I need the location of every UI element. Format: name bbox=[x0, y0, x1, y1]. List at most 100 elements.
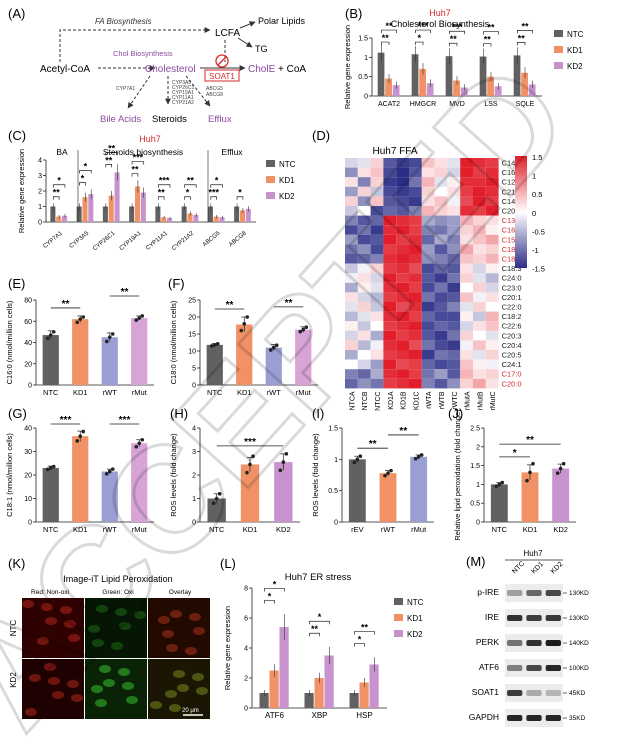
x-tick-label: NTC bbox=[209, 525, 225, 534]
bar bbox=[42, 335, 59, 385]
legend-label: KD2 bbox=[407, 630, 423, 639]
blot-band bbox=[545, 615, 561, 621]
cell-blob bbox=[158, 616, 170, 624]
heatmap-cell bbox=[383, 177, 397, 187]
heatmap-cell bbox=[447, 273, 461, 283]
heatmap-cell bbox=[473, 225, 486, 235]
data-point bbox=[558, 466, 563, 471]
heatmap-cell bbox=[370, 177, 384, 187]
heatmap-cell bbox=[447, 206, 461, 216]
microscopy-grid bbox=[22, 598, 210, 719]
heatmap-cell bbox=[396, 167, 409, 178]
abc-gene: ABCG5 bbox=[206, 86, 223, 92]
heatmap-cell bbox=[485, 254, 499, 264]
cell-blob bbox=[52, 691, 64, 699]
data-point bbox=[75, 439, 80, 443]
heatmap-cell bbox=[357, 311, 371, 322]
polar-lipids-label: Polar Lipids bbox=[258, 16, 306, 26]
data-point bbox=[245, 315, 250, 319]
heatmap-row-label: C20:2 bbox=[502, 207, 522, 216]
cell-blob bbox=[119, 622, 131, 630]
y-tick-label: 0 bbox=[364, 94, 368, 101]
data-point bbox=[107, 469, 112, 474]
bar bbox=[72, 319, 89, 385]
heatmap-cell bbox=[434, 234, 448, 245]
heatmap-cell bbox=[434, 340, 448, 350]
kd-marker: 45KD bbox=[569, 690, 586, 697]
heatmap-cell bbox=[370, 186, 384, 197]
heatmap-cell bbox=[460, 206, 473, 216]
heatmap-cell bbox=[409, 359, 422, 370]
heatmap-cell bbox=[396, 330, 409, 341]
blot-band bbox=[526, 640, 542, 646]
cell-blob bbox=[166, 644, 178, 652]
cell-blob bbox=[170, 610, 182, 618]
x-tick-label: XBP bbox=[311, 711, 327, 720]
heatmap-row-label: C18:0 bbox=[502, 245, 522, 254]
sig-marker: * bbox=[57, 176, 61, 186]
heatmap-cell bbox=[357, 225, 371, 235]
heatmap-cell bbox=[383, 206, 397, 216]
group-label: Efflux bbox=[221, 147, 243, 157]
cell-blob bbox=[64, 620, 76, 628]
heatmap-color-scale bbox=[515, 156, 527, 268]
heatmap-cell bbox=[434, 302, 448, 312]
sig-marker: * bbox=[417, 33, 421, 43]
heatmap-cell bbox=[409, 378, 422, 389]
heatmap-cell bbox=[345, 350, 358, 360]
heatmap-row-label: C20:4 bbox=[502, 341, 522, 350]
heatmap-cell bbox=[370, 196, 384, 206]
blot-band bbox=[545, 590, 561, 596]
heatmap-cell bbox=[421, 369, 435, 379]
heatmap-row-label: C16:0 bbox=[502, 226, 522, 235]
heatmap-row-label: C22:6 bbox=[502, 322, 522, 331]
y-tick-label: 4 bbox=[38, 158, 42, 165]
panel-f-chart: 0 5 10 15 20 25 C18:0 (nmol/million cells) NTC K… bbox=[169, 298, 318, 397]
heatmap-cell bbox=[396, 158, 409, 168]
y-tick-label: 10 bbox=[188, 349, 196, 356]
channel-green-label: Green: Oxi bbox=[102, 589, 133, 596]
bar bbox=[181, 206, 187, 222]
cell-blob bbox=[60, 606, 72, 614]
heatmap-cell bbox=[434, 167, 448, 178]
heatmap-cell bbox=[473, 186, 486, 197]
sig-bracket bbox=[483, 31, 499, 35]
heatmap-cell bbox=[383, 302, 397, 312]
heatmap-cell bbox=[434, 225, 448, 235]
blot-band bbox=[545, 715, 561, 721]
heatmap-cell bbox=[447, 282, 461, 293]
panel-l: (L) Huh7 ER stress 0 2 4 6 8 Relative gene ex… bbox=[220, 556, 424, 720]
data-point bbox=[245, 470, 249, 475]
sig-marker: *** bbox=[244, 437, 256, 448]
y-axis-label: ROS levels (fold change) bbox=[311, 433, 320, 517]
to-efflux-arrow bbox=[185, 75, 211, 107]
panel-g-chart: 0 10 20 30 40 C18:1 (nmol/million cells) NTC KD… bbox=[5, 415, 154, 534]
data-point bbox=[497, 482, 502, 487]
heatmap-cell bbox=[409, 330, 422, 341]
heatmap-cell bbox=[473, 273, 486, 283]
legend-label: KD1 bbox=[567, 46, 583, 55]
heatmap-row-label: C16:1 bbox=[502, 168, 522, 177]
bar bbox=[385, 78, 392, 96]
bar bbox=[245, 208, 251, 222]
sig-marker: * bbox=[215, 176, 219, 186]
panel-j: (J) 0 0.5 1 1.5 2 2.5 Relative lipid peroxidat… bbox=[448, 406, 576, 541]
bar bbox=[348, 459, 366, 522]
y-axis-label: Relative gene expression bbox=[343, 25, 352, 109]
sig-bracket bbox=[79, 182, 86, 186]
heatmap-cell bbox=[434, 369, 448, 379]
heatmap-cell bbox=[421, 330, 435, 341]
heatmap-cell bbox=[421, 311, 435, 322]
inhibit-icon bbox=[215, 54, 229, 68]
data-point bbox=[211, 501, 216, 506]
panel-k: (K) Image-iT Lipid Peroxidation Red: Non… bbox=[8, 556, 210, 719]
sig-marker: ** bbox=[158, 188, 166, 198]
heatmap-cell bbox=[370, 273, 384, 283]
heatmap-cell bbox=[345, 254, 358, 264]
panel-i-label: (I) bbox=[312, 406, 324, 421]
heatmap-cell bbox=[447, 302, 461, 312]
heatmap-cell bbox=[409, 167, 422, 178]
tg-label: TG bbox=[255, 44, 268, 54]
heatmap-cell bbox=[434, 378, 448, 389]
